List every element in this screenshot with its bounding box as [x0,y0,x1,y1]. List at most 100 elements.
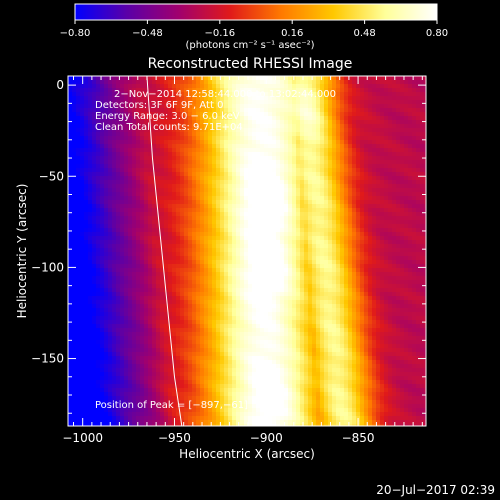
heatmap-cell [108,364,113,369]
heatmap-cell [112,232,117,237]
heatmap-cell [216,184,221,189]
heatmap-cell [224,232,229,237]
heatmap-cell [120,192,125,197]
heatmap-cell [188,388,193,393]
heatmap-cell [192,392,197,397]
heatmap-cell [284,376,289,381]
heatmap-cell [220,168,225,173]
heatmap-cell [120,256,125,261]
heatmap-cell [120,240,125,245]
heatmap-cell [208,188,213,193]
heatmap-cell [232,268,237,273]
heatmap-cell [176,276,181,281]
heatmap-cell [240,232,245,237]
heatmap-cell [144,144,149,149]
heatmap-cell [148,408,153,413]
heatmap-cell [140,372,145,377]
heatmap-cell [128,200,133,205]
heatmap-cell [116,288,121,293]
heatmap-cell [112,236,117,241]
heatmap-cell [212,124,217,129]
heatmap-cell [248,248,253,253]
heatmap-cell [220,336,225,341]
heatmap-cell [92,124,97,129]
heatmap-cell [184,120,189,125]
heatmap-cell [148,340,153,345]
heatmap-cell [140,76,145,81]
heatmap-cell [220,276,225,281]
heatmap-cell [68,180,73,185]
heatmap-cell [204,260,209,265]
heatmap-cell [228,320,233,325]
heatmap-cell [112,264,117,269]
heatmap-cell [136,220,141,225]
heatmap-cell [104,316,109,321]
heatmap-cell [292,208,297,213]
heatmap-cell [280,128,285,133]
heatmap-cell [80,340,85,345]
heatmap-cell [188,200,193,205]
heatmap-cell [272,224,277,229]
heatmap-cell [184,108,189,113]
heatmap-cell [152,216,157,221]
heatmap-cell [184,112,189,117]
heatmap-cell [176,100,181,105]
heatmap-cell [96,92,101,97]
heatmap-cell [80,176,85,181]
heatmap-cell [68,88,73,93]
heatmap-cell [116,220,121,225]
heatmap-cell [156,116,161,121]
heatmap-cell [284,196,289,201]
heatmap-cell [204,240,209,245]
heatmap-cell [120,88,125,93]
heatmap-cell [84,236,89,241]
heatmap-cell [204,396,209,401]
heatmap-cell [268,364,273,369]
heatmap-cell [208,164,213,169]
heatmap-cell [292,172,297,177]
heatmap-cell [232,392,237,397]
heatmap-cell [96,260,101,265]
heatmap-cell [108,248,113,253]
heatmap-cell [84,268,89,273]
heatmap-cell [240,184,245,189]
heatmap-cell [112,360,117,365]
heatmap-cell [80,160,85,165]
heatmap-cell [144,312,149,317]
heatmap-cell [284,404,289,409]
heatmap-cell [224,180,229,185]
heatmap-cell [220,132,225,137]
heatmap-cell [116,216,121,221]
heatmap-cell [84,340,89,345]
heatmap-cell [144,120,149,125]
heatmap-cell [128,416,133,421]
heatmap-cell [288,260,293,265]
heatmap-cell [88,312,93,317]
heatmap-cell [196,188,201,193]
heatmap-cell [224,300,229,305]
heatmap-cell [112,272,117,277]
heatmap-cell [144,80,149,85]
heatmap-cell [212,388,217,393]
heatmap-cell [156,372,161,377]
heatmap-cell [172,384,177,389]
heatmap-cell [132,96,137,101]
heatmap-cell [208,180,213,185]
heatmap-cell [216,312,221,317]
heatmap-cell [180,280,185,285]
heatmap-cell [108,116,113,121]
heatmap-cell [280,168,285,173]
heatmap-cell [140,84,145,89]
heatmap-cell [228,328,233,333]
heatmap-cell [108,132,113,137]
heatmap-cell [140,308,145,313]
heatmap-cell [168,312,173,317]
heatmap-cell [216,352,221,357]
heatmap-cell [272,404,277,409]
heatmap-cell [228,380,233,385]
heatmap-cell [132,408,137,413]
heatmap-cell [212,308,217,313]
heatmap-cell [284,332,289,337]
heatmap-cell [276,312,281,317]
heatmap-cell [76,368,81,373]
